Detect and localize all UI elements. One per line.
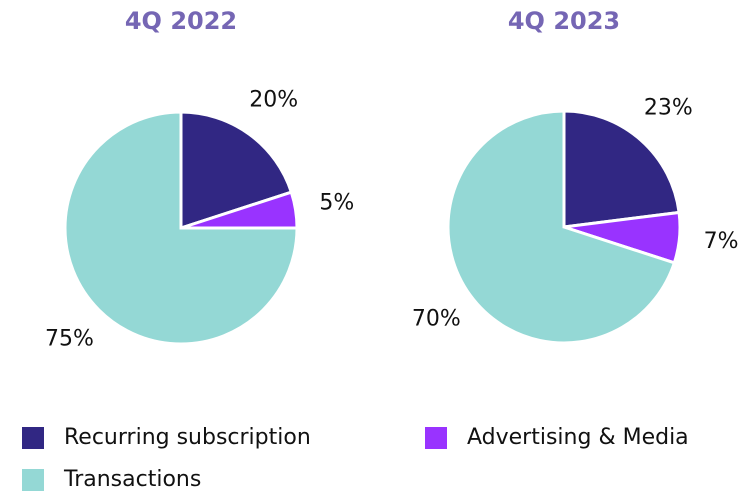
pie-slice (562, 109, 681, 229)
chart-title: 4Q 2022 (125, 7, 237, 35)
pie-slice (63, 110, 299, 346)
pie-slice (446, 109, 677, 345)
data-label: 7% (704, 229, 739, 254)
legend-swatch (22, 469, 44, 491)
legend-label: Recurring subscription (64, 425, 311, 450)
data-label: 70% (412, 307, 461, 332)
data-label: 5% (319, 190, 354, 215)
legend-swatch (425, 427, 447, 449)
data-label: 75% (45, 327, 94, 352)
pie-slice (179, 110, 294, 231)
legend-label: Transactions (63, 467, 201, 492)
chart-title: 4Q 2023 (508, 7, 620, 35)
data-label: 20% (249, 87, 298, 112)
legend-label: Advertising & Media (467, 425, 689, 450)
legend-swatch (22, 427, 44, 449)
data-label: 23% (644, 96, 693, 121)
